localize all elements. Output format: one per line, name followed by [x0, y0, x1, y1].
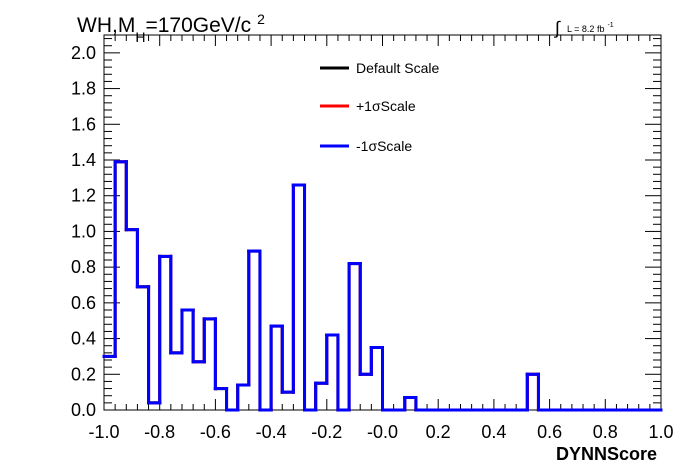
y-tick-label: 0.8	[71, 257, 96, 277]
x-tick-label: -0.8	[144, 422, 175, 442]
legend: Default Scale +1σScale -1σScale	[320, 60, 439, 154]
x-tick-label: -0.2	[311, 422, 342, 442]
y-tick-label: 1.6	[71, 114, 96, 134]
x-tick-label: 0.6	[537, 422, 562, 442]
x-tick-label: -1.0	[88, 422, 119, 442]
x-tick-label: 1.0	[648, 422, 673, 442]
y-tick-label: 0.4	[71, 329, 96, 349]
x-tick-label: -0.4	[256, 422, 287, 442]
legend-label-plus1sigma: +1σScale	[356, 98, 416, 114]
series-layer	[102, 160, 663, 412]
lumi-label: L = 8.2 fb -1	[567, 22, 614, 34]
y-tick-label: 0.0	[71, 400, 96, 420]
y-tick-label: 0.2	[71, 364, 96, 384]
x-tick-label: -0.6	[200, 422, 231, 442]
series-minus1sigma-scale	[102, 160, 663, 412]
legend-label-minus1sigma: -1σScale	[356, 138, 412, 154]
y-tick-label: 0.6	[71, 293, 96, 313]
x-axis-title: DYNNScore	[556, 444, 657, 464]
y-tick-label: 1.0	[71, 221, 96, 241]
x-tick-label: 0.2	[426, 422, 451, 442]
chart-title: WH,MH=170GeV/c 2	[77, 11, 265, 45]
legend-label-default: Default Scale	[356, 60, 439, 76]
lumi-integral-sign: ∫	[553, 18, 561, 38]
y-tick-label: 1.2	[71, 186, 96, 206]
y-tick-label: 1.8	[71, 79, 96, 99]
x-tick-label: 0.4	[481, 422, 506, 442]
y-tick-label: 1.4	[71, 150, 96, 170]
axis-ticks: -1.0 -0.8 -0.6 -0.4 -0.2 -0.0 0.2 0.4 0.6 0.8 1.0 0…	[71, 35, 674, 442]
x-tick-label: -0.0	[367, 422, 398, 442]
y-tick-label: 2.0	[71, 43, 96, 63]
x-tick-label: 0.8	[593, 422, 618, 442]
